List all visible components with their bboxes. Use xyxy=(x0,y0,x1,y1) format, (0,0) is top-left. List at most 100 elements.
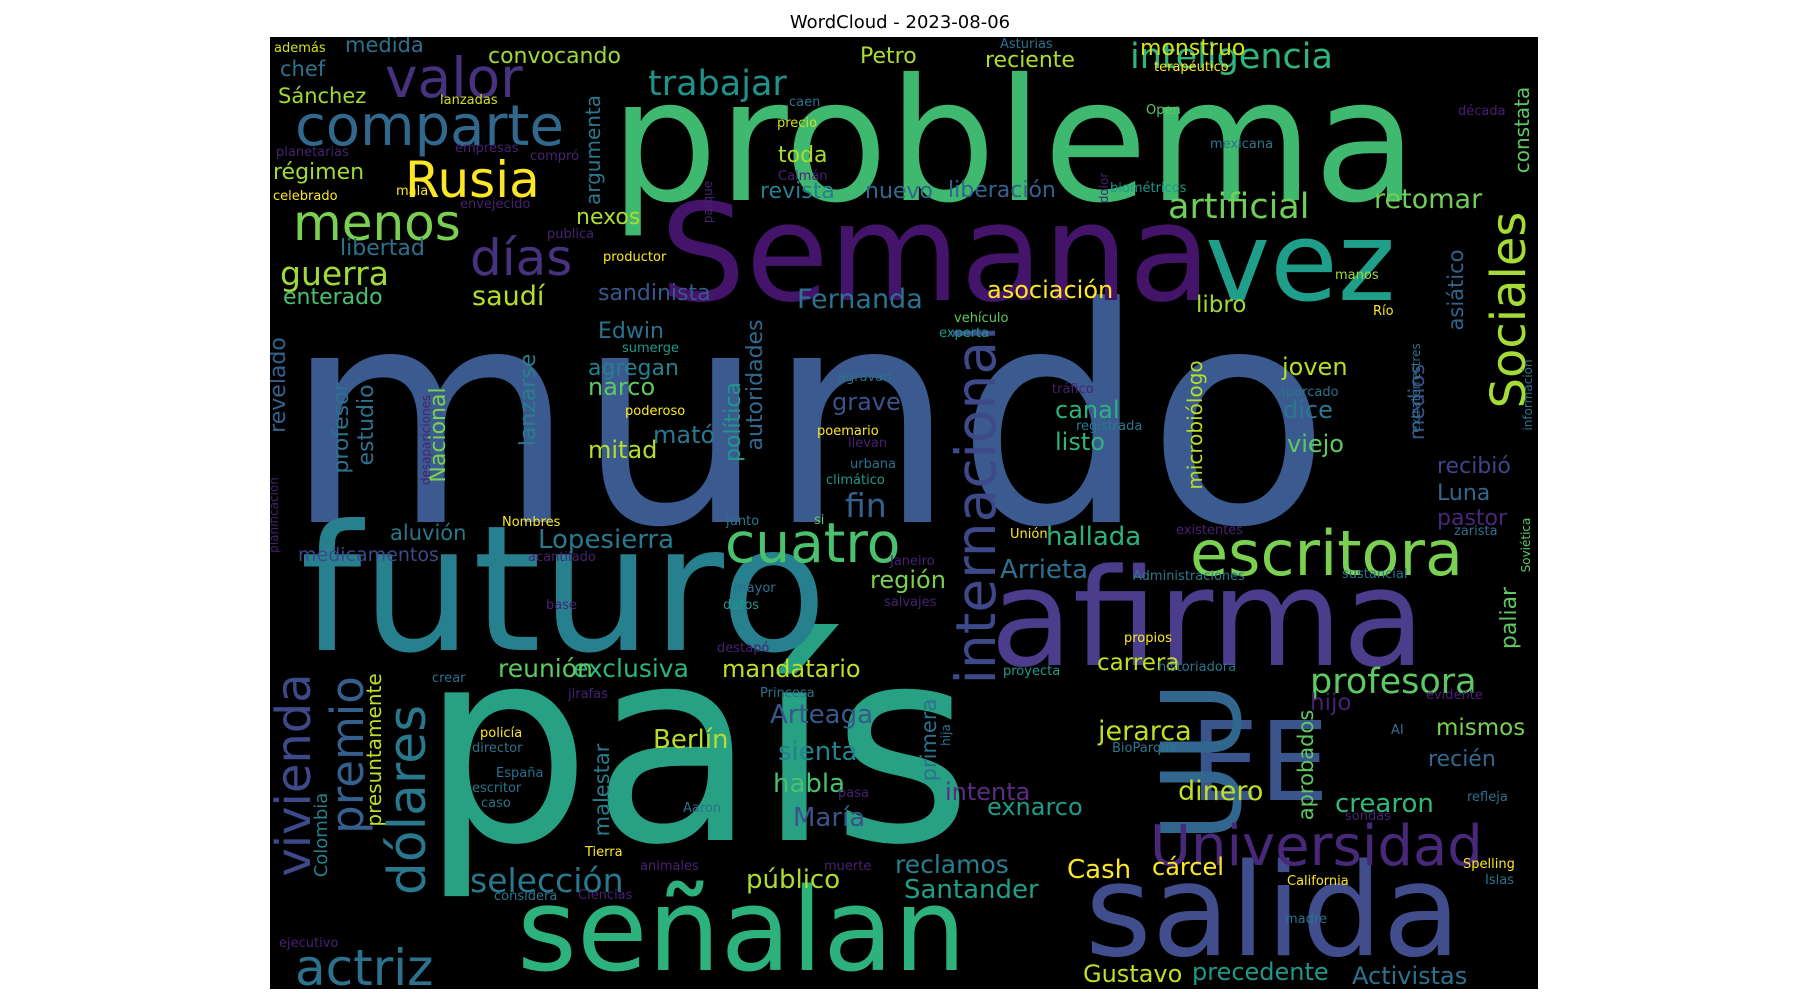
word-126: productor xyxy=(603,250,667,265)
word-144: agravan xyxy=(838,370,891,385)
word-94: Sánchez xyxy=(278,84,366,108)
word-20: cuatro xyxy=(725,511,900,575)
word-170: historiadora xyxy=(1158,660,1236,675)
word-71: listo xyxy=(1055,428,1105,456)
word-153: si xyxy=(814,513,824,528)
word-28: artificial xyxy=(1168,187,1309,227)
word-150: urbana xyxy=(850,457,896,472)
word-171: evidente xyxy=(1426,688,1483,703)
word-128: caen xyxy=(789,95,820,110)
word-132: terapéutico xyxy=(1154,60,1229,75)
word-107: autoridades xyxy=(743,319,768,450)
word-161: sustancial xyxy=(1342,567,1407,582)
word-162: acantilado xyxy=(528,550,596,565)
word-116: aprobados xyxy=(1294,710,1318,821)
word-149: llevan xyxy=(848,436,887,451)
word-84: nexos xyxy=(576,205,640,230)
word-117: además xyxy=(274,41,326,56)
word-64: carrera xyxy=(1097,650,1179,676)
word-80: Edwin xyxy=(598,319,664,344)
word-173: jirafas xyxy=(567,687,608,702)
word-34: retomar xyxy=(1374,184,1483,215)
word-10: UU xyxy=(1138,681,1266,842)
word-169: proyecta xyxy=(1003,664,1060,679)
word-15: vivienda xyxy=(266,673,322,876)
word-69: viejo xyxy=(1287,430,1344,458)
word-56: exclusiva xyxy=(573,654,689,683)
word-11: vez xyxy=(1205,198,1396,326)
word-108: argumenta xyxy=(581,95,605,205)
word-88: liberación xyxy=(948,178,1056,203)
word-181: escritor xyxy=(472,781,522,796)
word-113: asiático xyxy=(1444,250,1468,331)
word-38: jerarca xyxy=(1097,716,1192,747)
word-152: junto xyxy=(725,514,759,529)
word-87: nuevo xyxy=(865,179,933,204)
word-179: AI xyxy=(1391,723,1404,738)
word-130: parque xyxy=(701,181,715,223)
word-158: Soviética xyxy=(1519,518,1533,573)
word-19: valor xyxy=(385,46,523,110)
word-163: mayor xyxy=(734,581,776,596)
word-26: trabajar xyxy=(648,64,787,104)
word-85: revista xyxy=(760,179,835,204)
word-147: registrada xyxy=(1076,419,1142,434)
word-83: libertad xyxy=(340,236,425,261)
word-96: medida xyxy=(345,33,424,57)
word-100: presuntamente xyxy=(362,673,386,826)
word-186: sondas xyxy=(1345,809,1391,824)
word-125: publica xyxy=(547,227,594,242)
word-180: España xyxy=(496,766,543,781)
word-68: dice xyxy=(1283,396,1333,424)
word-103: Nacional xyxy=(426,387,451,482)
word-67: joven xyxy=(1281,353,1348,381)
word-121: compró xyxy=(530,149,579,164)
word-1: mundo xyxy=(284,244,1330,593)
word-14: escritora xyxy=(1190,517,1463,590)
word-75: grave xyxy=(832,388,901,416)
word-154: Nombres xyxy=(502,515,561,530)
word-195: madre xyxy=(1285,912,1327,927)
word-187: Tierra xyxy=(584,845,623,860)
word-86: toda xyxy=(778,143,828,168)
word-101: profesor xyxy=(329,381,354,473)
word-18: comparte xyxy=(295,94,564,159)
word-119: planetarias xyxy=(276,145,349,160)
word-40: crearon xyxy=(1335,789,1434,819)
word-77: mitad xyxy=(588,436,657,464)
word-41: habla xyxy=(773,769,845,799)
word-51: Cash xyxy=(1067,855,1131,885)
word-168: propios xyxy=(1124,631,1172,646)
word-192: California xyxy=(1287,874,1349,889)
word-122: celebrado xyxy=(273,189,338,204)
word-31: fin xyxy=(845,486,887,525)
word-5: Semana xyxy=(660,175,1211,332)
word-6: afirma xyxy=(990,540,1425,697)
word-118: lanzadas xyxy=(440,93,498,108)
word-106: política xyxy=(721,382,746,462)
word-8: señalan xyxy=(517,864,966,998)
word-21: premio xyxy=(321,676,374,834)
word-177: hija xyxy=(939,724,953,746)
word-54: intenta xyxy=(945,778,1030,806)
word-43: María xyxy=(793,803,865,833)
word-32: guerra xyxy=(280,254,389,293)
word-133: Open xyxy=(1146,103,1181,118)
word-37: Santander xyxy=(904,875,1039,905)
word-137: biométricos xyxy=(1110,181,1187,196)
word-63: hijo xyxy=(1310,690,1351,716)
word-134: década xyxy=(1458,104,1506,119)
word-74: pastor xyxy=(1437,506,1508,531)
word-197: planificación xyxy=(267,477,281,553)
word-60: Activistas xyxy=(1352,962,1467,990)
word-176: director xyxy=(472,741,523,756)
word-79: agregan xyxy=(588,356,679,381)
word-114: constata xyxy=(1510,87,1534,174)
word-62: mismos xyxy=(1436,715,1525,741)
word-24: Rusia xyxy=(405,151,540,209)
word-199: extraterrestres xyxy=(1409,343,1423,432)
word-cloud-background xyxy=(270,37,1538,989)
word-72: recibió xyxy=(1437,454,1511,479)
word-167: destapó xyxy=(717,641,769,656)
